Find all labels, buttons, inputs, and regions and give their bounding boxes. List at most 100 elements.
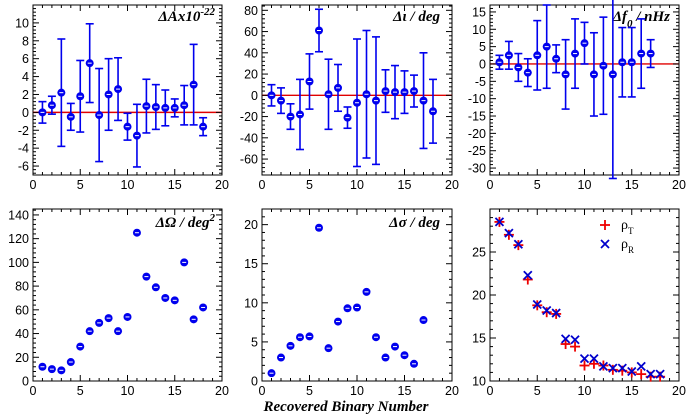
panel-title: ΔAx10-22 [157,6,215,25]
x-tick-label: 0 [30,178,37,192]
rho-r-marker [551,308,561,318]
y-tick-label: 8 [22,34,29,48]
rho-r-marker [542,305,552,316]
y-tick-label: 0 [22,106,29,120]
rho-t-marker [636,369,647,380]
rho-t-marker [570,341,581,352]
plot-frame [261,208,453,382]
panel-title: ΔΩ / deg2 [155,212,216,231]
legend-entry-rho-t: ρT [600,218,634,236]
y-tick-label: 0 [479,57,486,71]
x-tick-label: 15 [398,178,412,192]
rho-t-marker [560,339,571,350]
y-tick-label: 80 [244,4,258,18]
legend-label: ρT [621,218,634,236]
y-tick-label: 20 [15,351,29,365]
rho-r-marker [598,361,609,372]
y-tick-label: 10 [472,375,486,389]
legend-entry-rho-r: ρR [600,237,634,255]
rho-r-marker [513,239,523,249]
y-tick-label: 10 [472,23,486,37]
rho-r-marker [523,270,533,280]
rho-r-marker [655,369,665,379]
x-tick-label: 20 [215,384,229,398]
rho-r-marker [504,228,514,238]
panel-5: 0 5 10 15 20 0 5 10 15 20 Δσ / deg [244,208,459,398]
y-tick-label: 10 [244,296,258,310]
y-tick-label: -25 [468,144,486,158]
rho-r-marker [532,299,542,310]
rho-r-marker [646,369,656,379]
y-tick-label: 20 [472,289,486,303]
x-tick-label: 20 [445,178,459,192]
y-tick-label: 6 [22,52,29,66]
rho-t-marker [503,229,514,240]
y-tick-label: 60 [244,25,258,39]
plot-frame [489,208,680,382]
rho-r-marker [636,361,646,372]
x-tick-label: 0 [259,384,266,398]
y-tick-label: -4 [18,142,29,156]
x-tick-label: 20 [445,384,459,398]
rho-t-marker [579,360,590,371]
rho-r-marker [494,217,505,227]
y-tick-label: 60 [15,303,29,317]
y-tick-label: 120 [8,232,29,246]
x-tick-label: 5 [77,178,84,192]
x-tick-label: 0 [30,384,37,398]
legend-label: ρR [621,237,634,255]
y-tick-label: -20 [468,127,486,141]
y-tick-label: -15 [468,110,486,124]
x-tick-label: 5 [306,384,313,398]
rho-t-marker [588,358,599,369]
y-tick-label: 0 [251,375,258,389]
y-tick-label: -60 [240,153,258,167]
y-tick-label: 5 [251,335,258,349]
y-tick-label: 15 [472,5,486,19]
x-tick-label: 15 [625,384,639,398]
x-tick-label: 0 [259,178,266,192]
y-tick-label: -6 [18,160,29,174]
y-tick-label: -30 [468,162,486,176]
x-tick-label: 20 [672,178,686,192]
panel-4: 0 5 10 15 20 0 20 40 60 80 100 120 140 ΔΩ / deg2 [8,208,229,398]
y-tick-label: 2 [22,88,29,102]
rho-r-marker [608,363,618,373]
x-tick-label: 15 [168,384,182,398]
x-tick-label: 5 [534,178,541,192]
x-tick-label: 5 [77,384,84,398]
rho-r-marker [589,354,599,364]
y-tick-label: 40 [15,327,29,341]
x-tick-label: 10 [350,384,364,398]
rho-t-marker [541,307,552,318]
x-tick-label: 15 [625,178,639,192]
y-tick-label: 0 [22,375,29,389]
y-tick-label: 25 [472,246,486,260]
x-tick-label: 10 [121,384,135,398]
rho-r-marker [627,366,637,377]
y-tick-label: 20 [244,68,258,82]
y-tick-label: 140 [8,208,29,222]
panel-title: Δι / deg [392,9,440,25]
y-tick-label: 10 [15,16,29,30]
y-tick-label: 5 [479,40,486,54]
rho-r-marker [579,354,590,364]
x-tick-label: 5 [534,384,541,398]
y-tick-label: 4 [22,70,29,84]
rho-r-marker [617,363,627,373]
y-tick-label: -10 [468,92,486,106]
y-tick-label: 40 [244,46,258,60]
x-tick-label: 20 [215,178,229,192]
y-tick-label: 0 [251,89,258,103]
y-tick-label: 15 [472,332,486,346]
x-tick-label: 10 [578,178,592,192]
panel-2: 0 5 10 15 20 -60 -40 -20 0 20 40 60 80 Δι / deg [240,4,459,192]
panel-1: 0 5 10 15 20 -6 -4 -2 0 2 4 6 8 10 ΔAx10-22 [15,4,229,192]
x-tick-label: 5 [306,178,313,192]
x-tick-label: 0 [487,384,494,398]
x-tick-label: 0 [487,178,494,192]
y-tick-label: -2 [18,124,29,138]
